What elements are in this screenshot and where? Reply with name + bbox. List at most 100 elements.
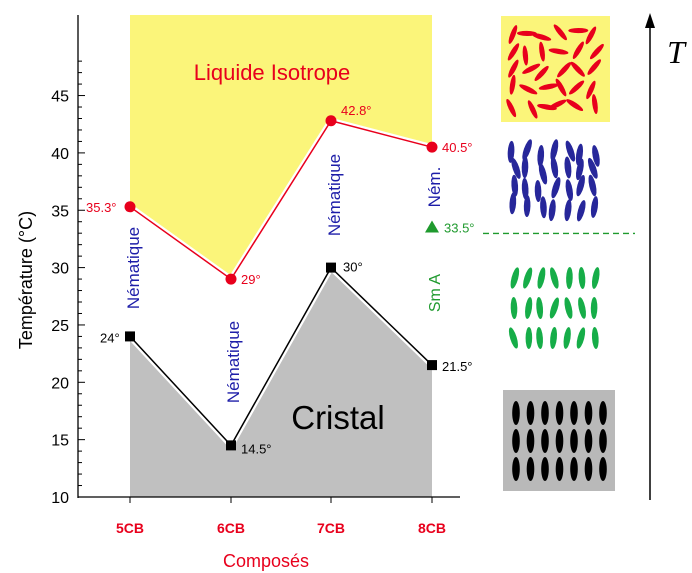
isotropic-molecule (591, 94, 598, 114)
smectic-molecule (525, 327, 533, 349)
nematic-molecule (592, 145, 600, 167)
crystal-molecule (584, 401, 593, 425)
y-tick-label: 30 (51, 261, 69, 278)
nematic-molecule (537, 144, 545, 167)
smectic-molecule (510, 297, 518, 319)
isotropic-molecule (522, 45, 529, 66)
crystal-molecule (541, 457, 549, 481)
isotropic-molecule (557, 62, 572, 78)
melting-data-label: 30° (343, 260, 363, 275)
nematic-molecule (564, 156, 572, 179)
temperature-arrow-label: T (667, 34, 687, 70)
smectic-molecule (578, 267, 586, 289)
smectic-molecule (578, 297, 586, 319)
nematic-molecule (551, 177, 561, 199)
crystal-molecule (541, 429, 549, 453)
crystal-molecule (599, 401, 607, 425)
isotropic-molecule (509, 74, 516, 95)
crystal-molecule (555, 457, 564, 481)
nematic-molecule (576, 200, 586, 222)
y-tick-label: 25 (51, 318, 69, 335)
nematic-molecule (538, 163, 548, 185)
crystal-molecule (570, 429, 578, 453)
x-tick-label: 8CB (418, 520, 446, 536)
nematic-molecule (564, 199, 572, 222)
melting-data-label: 24° (100, 330, 120, 345)
y-tick-label: 10 (51, 490, 69, 507)
smectic-molecule (563, 327, 571, 349)
crystal-molecule (555, 429, 564, 453)
melting-point (427, 360, 437, 371)
nematic-molecule (565, 179, 574, 201)
y-tick-label: 40 (51, 146, 69, 163)
nematic-molecule (522, 139, 532, 161)
smectic-molecule (523, 267, 533, 289)
isotropic-molecule (555, 78, 567, 97)
clearing-point (325, 115, 337, 127)
crystal-molecule (584, 429, 593, 453)
nematic-molecule (565, 140, 576, 162)
isotropic-molecule (586, 80, 596, 100)
smectic-phase-label: Sm A (427, 274, 444, 313)
isotropic-molecule (548, 99, 567, 110)
series: 35.3° 29° 42.8° 40.5° 24° 14.5° 30° 21.5° 33.5° (86, 103, 635, 456)
smectic-molecule (591, 327, 599, 349)
isotropic-molecule (516, 30, 537, 37)
melting-data-label: 14.5° (241, 441, 272, 456)
nematic-molecule (550, 139, 559, 161)
nematic-molecule (521, 177, 529, 200)
isotropic-molecule (589, 43, 604, 60)
crystal-molecule (599, 457, 607, 481)
smectic-molecule (549, 297, 559, 319)
labels: Liquide Isotrope Cristal Composés Tempér… (16, 34, 687, 571)
isotropic-molecule (534, 65, 549, 81)
nematic-phase-label: Ném. (425, 167, 444, 208)
clearing-point (225, 273, 237, 285)
nematic-phase-label: Nématique (224, 321, 243, 403)
isotropic-molecule (506, 98, 517, 118)
smectic-molecule (550, 327, 558, 349)
smectic-molecule (576, 327, 586, 349)
clearing-data-label: 35.3° (86, 200, 117, 215)
phase-regions (130, 15, 432, 497)
isotropic-molecule (527, 100, 538, 119)
x-tick-label: 7CB (317, 520, 345, 536)
nematic-molecule (540, 196, 547, 219)
smectic-molecule (536, 297, 544, 319)
x-tick-label: 5CB (116, 520, 144, 536)
nematic-molecule (550, 156, 559, 179)
x-tick-label: 6CB (217, 520, 245, 536)
isotropic-molecule (570, 61, 585, 77)
axes: 10 15 20 25 30 35 40 45 5CB 6CB 7CB 8CB (51, 15, 460, 536)
temperature-arrow-head (645, 13, 655, 28)
melting-data-label: 21.5° (442, 359, 473, 374)
clearing-line (129, 119, 433, 281)
crystal-molecule (599, 429, 607, 453)
nematic-molecule (511, 174, 519, 197)
nematic-molecule (523, 195, 531, 218)
nematic-molecule (507, 140, 515, 163)
nematic-phase-label: Nématique (325, 154, 344, 236)
crystal-molecule (555, 401, 564, 425)
crystal-molecule (512, 429, 520, 453)
crystal-region-label: Cristal (291, 399, 385, 436)
isotropic-molecule (572, 41, 584, 59)
crystal-molecule (526, 401, 535, 425)
y-tick-label: 35 (51, 203, 69, 220)
nematic-molecule (590, 196, 599, 218)
melting-point (226, 440, 236, 451)
crystal-molecule (512, 401, 520, 425)
isotropic-molecule (519, 84, 538, 95)
clearing-data-label: 42.8° (341, 103, 372, 118)
crystal-molecule (541, 401, 549, 425)
isotropic-molecule (548, 48, 569, 55)
molecular-schematics (501, 13, 655, 500)
nematic-molecule (511, 157, 521, 179)
isotropic-molecule (531, 33, 552, 41)
crystal-molecule (526, 457, 535, 481)
clearing-data-label: 40.5° (442, 140, 473, 155)
isotropic-molecule (587, 59, 601, 75)
clearing-point (426, 141, 438, 153)
nematic-molecule (587, 157, 598, 179)
